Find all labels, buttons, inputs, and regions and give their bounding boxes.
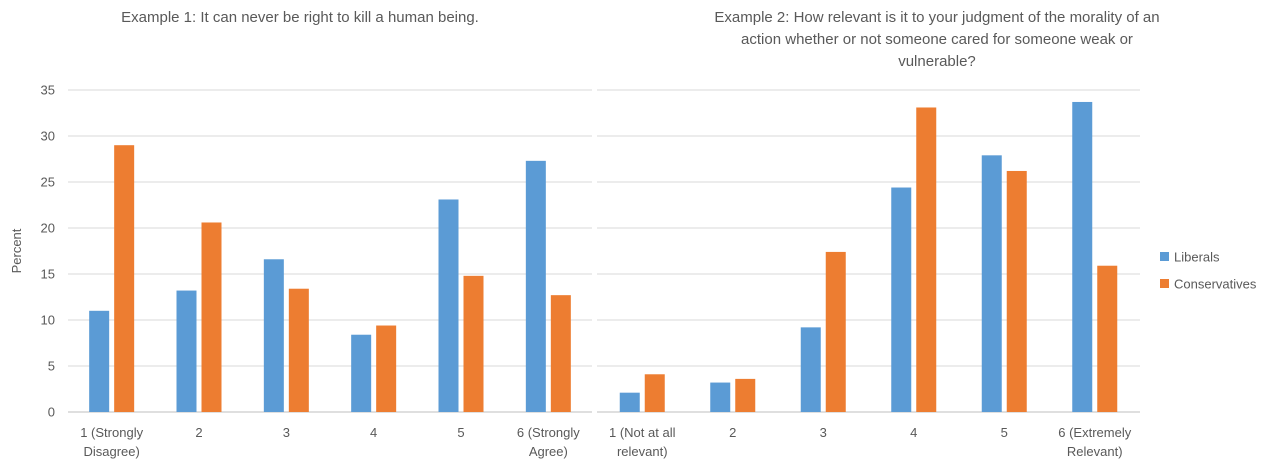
bar-liberals — [710, 382, 731, 412]
x-tick-label: 6 (Strongly — [517, 425, 580, 440]
bar-liberals — [176, 290, 197, 412]
bar-conservatives — [550, 295, 571, 412]
bar-liberals — [438, 199, 459, 412]
x-tick-label: Agree) — [529, 444, 568, 459]
x-tick-label: Relevant) — [1067, 444, 1123, 459]
x-tick-label: 1 (Strongly — [80, 425, 143, 440]
x-tick-label: 1 (Not at all — [609, 425, 676, 440]
y-tick-label: 20 — [41, 221, 55, 236]
chart-panel-2: Example 2: How relevant is it to your ju… — [597, 9, 1160, 459]
x-tick-label: relevant) — [617, 444, 668, 459]
x-tick-label: 4 — [370, 425, 377, 440]
bar-liberals — [981, 155, 1002, 412]
bar-conservatives — [825, 251, 846, 412]
legend: Liberals Conservatives — [1160, 250, 1257, 292]
bar-liberals — [619, 392, 640, 412]
y-tick-label: 0 — [48, 405, 55, 420]
bar-conservatives — [463, 275, 484, 412]
legend-swatch-conservatives — [1160, 279, 1169, 288]
legend-label: Conservatives — [1174, 277, 1257, 292]
x-tick-label: 5 — [457, 425, 464, 440]
bar-conservatives — [114, 145, 135, 412]
x-tick-label: 2 — [729, 425, 736, 440]
chart-panel-1: Example 1: It can never be right to kill… — [9, 9, 592, 459]
bar-liberals — [891, 187, 912, 412]
bar-liberals — [525, 160, 546, 412]
bar-liberals — [1072, 101, 1093, 413]
y-tick-label: 10 — [41, 313, 55, 328]
chart-title: action whether or not someone cared for … — [741, 31, 1133, 48]
bar-conservatives — [288, 288, 309, 412]
y-tick-label: 25 — [41, 175, 55, 190]
bar-conservatives — [1006, 170, 1027, 412]
y-tick-label: 30 — [41, 129, 55, 144]
bar-liberals — [263, 259, 284, 412]
y-tick-label: 35 — [41, 83, 55, 98]
x-tick-label: 3 — [820, 425, 827, 440]
x-tick-label: 6 (Extremely — [1058, 425, 1131, 440]
y-tick-label: 5 — [48, 359, 55, 374]
x-tick-label: 2 — [195, 425, 202, 440]
chart-title: vulnerable? — [898, 53, 976, 70]
bar-conservatives — [376, 325, 397, 412]
bar-liberals — [89, 310, 110, 412]
chart-title: Example 1: It can never be right to kill… — [121, 9, 479, 26]
y-tick-label: 15 — [41, 267, 55, 282]
bar-conservatives — [916, 107, 937, 412]
y-axis-label: Percent — [9, 228, 24, 273]
bar-conservatives — [735, 378, 756, 412]
bar-liberals — [351, 334, 372, 412]
x-tick-label: Disagree) — [83, 444, 139, 459]
bar-conservatives — [1097, 265, 1118, 412]
x-tick-label: 3 — [283, 425, 290, 440]
x-tick-label: 5 — [1001, 425, 1008, 440]
chart-title: Example 2: How relevant is it to your ju… — [714, 9, 1159, 26]
bar-conservatives — [201, 222, 222, 412]
legend-swatch-liberals — [1160, 252, 1169, 261]
bar-liberals — [800, 327, 821, 412]
legend-label: Liberals — [1174, 250, 1220, 265]
x-tick-label: 4 — [910, 425, 917, 440]
bar-conservatives — [644, 374, 665, 412]
